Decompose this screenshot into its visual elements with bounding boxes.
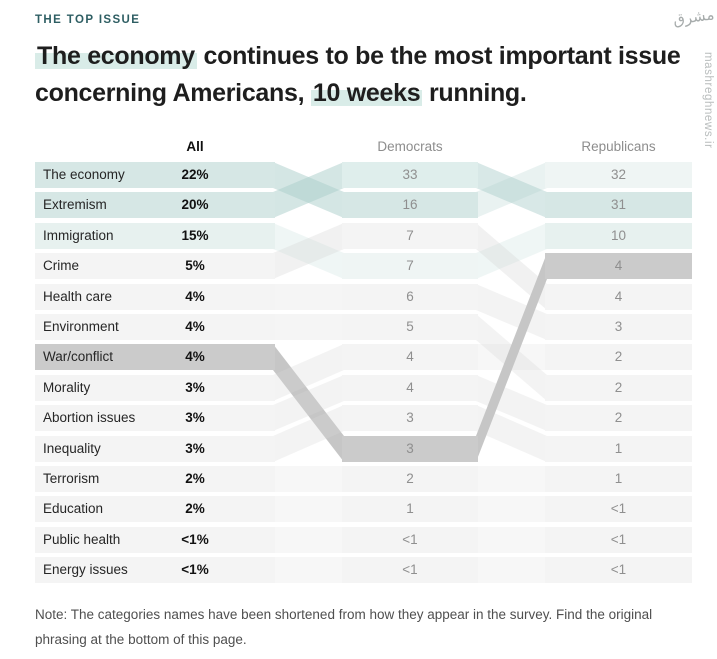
- page-title: The economy continues to be the most imp…: [35, 38, 695, 112]
- title-highlighted-text: 10 weeks: [310, 79, 423, 107]
- flow-ribbon: [273, 496, 344, 522]
- flow-ribbon: [476, 162, 547, 218]
- flow-ribbon: [273, 162, 344, 218]
- flow-ribbon: [273, 344, 344, 462]
- flow-ribbon: [476, 253, 547, 462]
- column-header-democrats: Democrats: [377, 139, 443, 154]
- flow-ribbon: [273, 527, 344, 553]
- flow-ribbon: [476, 496, 547, 522]
- footnote-line: phrasing at the bottom of this page.: [35, 632, 247, 647]
- flow-ribbon: [273, 284, 344, 310]
- footnote: Note: The categories names have been sho…: [35, 602, 683, 652]
- flow-ribbon: [476, 527, 547, 553]
- flow-ribbon: [476, 375, 547, 431]
- flow-ribbon: [476, 223, 547, 279]
- flow-ribbon: [273, 223, 344, 279]
- flow-ribbon: [273, 466, 344, 492]
- flow-ribbon: [476, 162, 547, 218]
- flow-ribbon: [273, 223, 344, 279]
- title-text: running.: [422, 79, 527, 107]
- kicker: THE TOP ISSUE: [35, 14, 141, 26]
- flow-ribbon: [476, 284, 547, 340]
- column-header-republicans: Republicans: [581, 139, 656, 154]
- flow-ribbon: [273, 405, 344, 462]
- flow-ribbon: [273, 344, 344, 401]
- flow-ribbon: [476, 223, 547, 310]
- footnote-line: Note: The categories names have been sho…: [35, 607, 653, 622]
- title-text: continues to be the most important issue: [196, 42, 681, 70]
- flow-ribbon: [476, 466, 547, 492]
- flow-ribbon: [273, 375, 344, 431]
- watermark-site: mashreghnews.ir: [702, 52, 714, 149]
- flow-ribbon: [476, 557, 547, 583]
- title-text: concerning Americans,: [35, 79, 311, 107]
- flow-ribbon: [476, 405, 547, 462]
- title-highlighted-text: The economy: [35, 42, 197, 70]
- flow-ribbon: [273, 557, 344, 583]
- column-header-all: All: [186, 139, 204, 154]
- flow-ribbon: [273, 314, 344, 340]
